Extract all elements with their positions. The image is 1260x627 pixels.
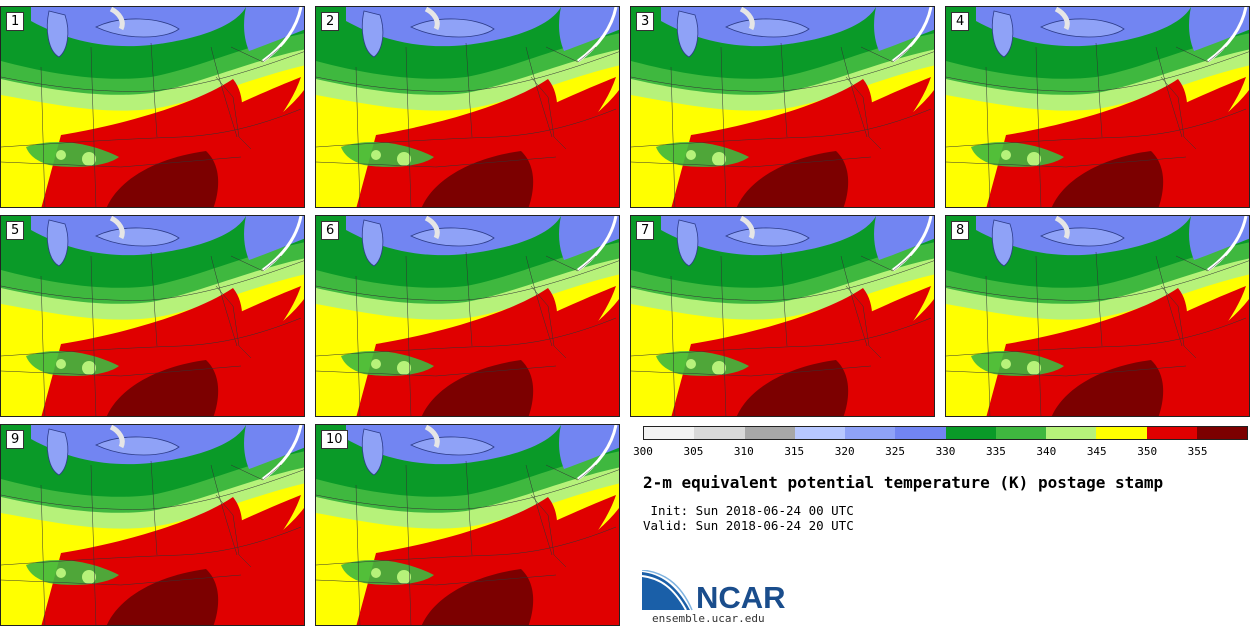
- panel-number: 5: [6, 221, 25, 240]
- map-panel: 9: [0, 424, 305, 626]
- colorbar-bin: [845, 427, 896, 439]
- colorbar-tick-label: 335: [985, 445, 1006, 458]
- colorbar-tick-label: 325: [885, 445, 906, 458]
- init-time: Init: Sun 2018-06-24 00 UTC: [643, 503, 854, 518]
- colorbar: [643, 426, 1248, 440]
- map-panel: 8: [945, 215, 1250, 417]
- map-panel: 2: [315, 6, 620, 208]
- panel-number: 9: [6, 430, 25, 449]
- panel-number: 10: [321, 430, 348, 449]
- panel-number: 7: [636, 221, 655, 240]
- colorbar-bin: [1146, 427, 1197, 439]
- colorbar-bin: [744, 427, 795, 439]
- map-panel: 3: [630, 6, 935, 208]
- map-panel: 1: [0, 6, 305, 208]
- colorbar-bin: [995, 427, 1046, 439]
- map-panel: 4: [945, 6, 1250, 208]
- colorbar-bin: [1196, 427, 1247, 439]
- colorbar-tick-label: 355: [1187, 445, 1208, 458]
- colorbar-tick-label: 300: [633, 445, 653, 458]
- colorbar-tick-label: 330: [935, 445, 956, 458]
- colorbar-tick-label: 310: [733, 445, 754, 458]
- colorbar-tick-label: 340: [1036, 445, 1057, 458]
- map-panel: 7: [630, 215, 935, 417]
- panel-number: 2: [321, 12, 340, 31]
- panel-number: 4: [951, 12, 970, 31]
- colorbar-bin: [794, 427, 845, 439]
- site-url: ensemble.ucar.edu: [652, 612, 765, 625]
- colorbar-tick-labels: 300 305 310 315 320 325 330 335 340 345 350 355: [633, 445, 1248, 459]
- panel-number: 6: [321, 221, 340, 240]
- colorbar-bin: [895, 427, 946, 439]
- colorbar-bin: [644, 427, 695, 439]
- colorbar-tick-label: 320: [834, 445, 855, 458]
- colorbar-tick-label: 315: [784, 445, 805, 458]
- valid-time: Valid: Sun 2018-06-24 20 UTC: [643, 518, 854, 533]
- colorbar-tick-label: 345: [1086, 445, 1107, 458]
- panel-number: 3: [636, 12, 655, 31]
- map-panel: 6: [315, 215, 620, 417]
- map-panel: 10: [315, 424, 620, 626]
- map-panel: 5: [0, 215, 305, 417]
- ncar-logo-text: NCAR: [696, 580, 786, 612]
- colorbar-bin: [945, 427, 996, 439]
- ncar-logo: NCAR: [642, 570, 786, 612]
- panel-number: 1: [6, 12, 25, 31]
- colorbar-tick-label: 305: [683, 445, 704, 458]
- colorbar-bin: [694, 427, 745, 439]
- colorbar-tick-label: 350: [1137, 445, 1158, 458]
- panel-number: 8: [951, 221, 970, 240]
- colorbar-bin: [1096, 427, 1147, 439]
- figure-title: 2-m equivalent potential temperature (K)…: [643, 473, 1164, 492]
- colorbar-bin: [1046, 427, 1097, 439]
